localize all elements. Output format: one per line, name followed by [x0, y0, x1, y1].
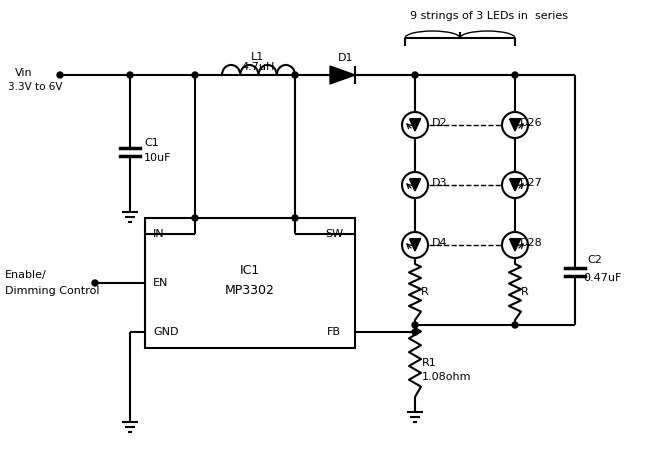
Circle shape — [92, 280, 98, 286]
Polygon shape — [510, 239, 521, 251]
Text: IC1: IC1 — [240, 264, 260, 277]
Circle shape — [412, 72, 418, 78]
Text: IN: IN — [153, 229, 164, 239]
Text: Enable/: Enable/ — [5, 270, 47, 280]
Polygon shape — [410, 179, 421, 191]
Text: 9 strings of 3 LEDs in  series: 9 strings of 3 LEDs in series — [410, 11, 568, 21]
Polygon shape — [510, 179, 521, 191]
Text: R1: R1 — [422, 358, 437, 368]
Circle shape — [412, 329, 418, 335]
Text: 0.47uF: 0.47uF — [583, 273, 621, 283]
Text: GND: GND — [153, 327, 179, 337]
Circle shape — [57, 72, 63, 78]
Circle shape — [127, 72, 133, 78]
Text: D3: D3 — [432, 178, 447, 188]
Polygon shape — [330, 66, 355, 84]
Text: 1.08ohm: 1.08ohm — [422, 372, 471, 382]
Circle shape — [192, 215, 198, 221]
Text: Vin: Vin — [15, 68, 32, 78]
Text: C1: C1 — [144, 138, 159, 148]
Circle shape — [512, 322, 518, 328]
Polygon shape — [410, 119, 421, 131]
Text: R: R — [521, 287, 528, 297]
Text: D2: D2 — [432, 118, 448, 128]
Text: 4.7uH: 4.7uH — [241, 62, 275, 72]
Text: C2: C2 — [587, 255, 602, 265]
Text: MP3302: MP3302 — [225, 285, 275, 298]
Text: FB: FB — [327, 327, 341, 337]
Text: D27: D27 — [520, 178, 543, 188]
Circle shape — [292, 72, 298, 78]
Polygon shape — [410, 239, 421, 251]
Text: SW: SW — [325, 229, 343, 239]
Circle shape — [192, 72, 198, 78]
Text: D28: D28 — [520, 238, 543, 248]
Text: EN: EN — [153, 278, 168, 288]
Text: D4: D4 — [432, 238, 448, 248]
Text: 3.3V to 6V: 3.3V to 6V — [8, 82, 62, 92]
Bar — [145, 218, 355, 348]
Circle shape — [292, 215, 298, 221]
Text: R: R — [421, 287, 429, 297]
Circle shape — [412, 322, 418, 328]
Text: D1: D1 — [338, 53, 354, 63]
Polygon shape — [510, 119, 521, 131]
Circle shape — [512, 72, 518, 78]
Text: Dimming Control: Dimming Control — [5, 286, 99, 296]
Text: D26: D26 — [520, 118, 543, 128]
Text: L1: L1 — [252, 52, 265, 62]
Text: 10uF: 10uF — [144, 153, 172, 163]
